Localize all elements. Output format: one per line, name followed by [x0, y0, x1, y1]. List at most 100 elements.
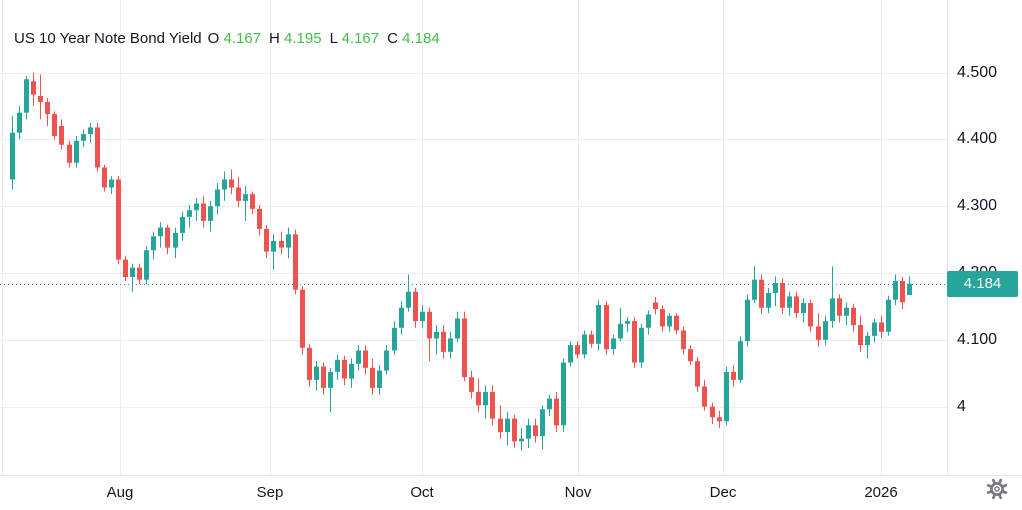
- candle-down[interactable]: [759, 279, 764, 308]
- candle-down[interactable]: [300, 289, 305, 348]
- candle-down[interactable]: [498, 418, 503, 432]
- candle-up[interactable]: [271, 240, 276, 252]
- candle-down[interactable]: [660, 309, 665, 327]
- chart-legend[interactable]: US 10 Year Note Bond Yield O 4.167 H 4.195…: [14, 30, 448, 47]
- candle-down[interactable]: [250, 194, 255, 209]
- candle-up[interactable]: [314, 366, 319, 380]
- settings-gear-icon[interactable]: [986, 478, 1008, 500]
- candle-up[interactable]: [618, 323, 623, 339]
- candle-up[interactable]: [328, 371, 333, 388]
- candle-down[interactable]: [59, 126, 64, 145]
- candle-down[interactable]: [731, 371, 736, 380]
- candle-up[interactable]: [893, 281, 898, 300]
- candle-down[interactable]: [900, 281, 905, 303]
- candle-down[interactable]: [851, 307, 856, 326]
- candle-up[interactable]: [745, 299, 750, 342]
- candle-up[interactable]: [646, 314, 651, 328]
- candle-up[interactable]: [180, 216, 185, 233]
- candle-up[interactable]: [787, 296, 792, 308]
- candle-down[interactable]: [879, 322, 884, 332]
- candle-down[interactable]: [52, 114, 57, 137]
- candle-down[interactable]: [794, 296, 799, 314]
- symbol-title[interactable]: US 10 Year Note Bond Yield: [14, 30, 202, 47]
- candle-down[interactable]: [201, 203, 206, 221]
- candle-down[interactable]: [165, 227, 170, 248]
- candle-up[interactable]: [625, 321, 630, 324]
- candle-up[interactable]: [392, 327, 397, 351]
- candle-up[interactable]: [830, 298, 835, 322]
- candle-up[interactable]: [596, 305, 601, 344]
- candle-up[interactable]: [158, 227, 163, 237]
- candle-up[interactable]: [399, 307, 404, 328]
- candle-up[interactable]: [872, 322, 877, 336]
- candle-up[interactable]: [766, 293, 771, 308]
- candle-down[interactable]: [67, 144, 72, 163]
- candle-down[interactable]: [264, 228, 269, 252]
- candle-down[interactable]: [512, 418, 517, 442]
- candle-down[interactable]: [604, 305, 609, 350]
- candle-down[interactable]: [427, 311, 432, 339]
- candle-up[interactable]: [377, 370, 382, 388]
- candle-up[interactable]: [215, 189, 220, 207]
- candle-up[interactable]: [561, 362, 566, 426]
- candle-up[interactable]: [194, 203, 199, 211]
- candle-down[interactable]: [554, 398, 559, 426]
- candle-down[interactable]: [342, 359, 347, 379]
- candle-up[interactable]: [406, 291, 411, 308]
- candle-up[interactable]: [582, 334, 587, 355]
- candle-down[interactable]: [45, 101, 50, 115]
- candle-up[interactable]: [483, 391, 488, 406]
- candle-down[interactable]: [688, 349, 693, 362]
- candle-up[interactable]: [519, 438, 524, 442]
- candle-down[interactable]: [293, 234, 298, 290]
- candle-down[interactable]: [95, 127, 100, 168]
- candle-up[interactable]: [526, 425, 531, 439]
- candle-down[interactable]: [695, 361, 700, 387]
- candle-up[interactable]: [109, 179, 114, 188]
- candle-up[interactable]: [10, 132, 15, 180]
- candle-up[interactable]: [667, 315, 672, 327]
- candle-down[interactable]: [370, 367, 375, 388]
- candle-down[interactable]: [837, 298, 842, 316]
- candle-up[interactable]: [208, 206, 213, 221]
- candle-down[interactable]: [808, 303, 813, 327]
- candle-down[interactable]: [123, 259, 128, 278]
- candle-down[interactable]: [102, 167, 107, 188]
- candle-down[interactable]: [858, 325, 863, 346]
- candle-up[interactable]: [144, 250, 149, 280]
- candle-down[interactable]: [816, 326, 821, 340]
- candle-up[interactable]: [173, 232, 178, 248]
- candle-up[interactable]: [349, 363, 354, 379]
- candle-down[interactable]: [681, 330, 686, 350]
- candle-up[interactable]: [773, 283, 778, 294]
- candle-down[interactable]: [321, 366, 326, 388]
- candle-down[interactable]: [653, 302, 658, 310]
- candle-up[interactable]: [88, 127, 93, 135]
- candle-down[interactable]: [257, 208, 262, 229]
- candle-up[interactable]: [801, 303, 806, 314]
- candle-down[interactable]: [589, 334, 594, 344]
- candle-up[interactable]: [151, 236, 156, 251]
- candle-up[interactable]: [505, 418, 510, 432]
- candle-down[interactable]: [441, 331, 446, 352]
- candle-up[interactable]: [724, 371, 729, 422]
- candle-up[interactable]: [356, 350, 361, 364]
- candle-up[interactable]: [17, 112, 22, 133]
- candle-up[interactable]: [823, 321, 828, 340]
- candle-down[interactable]: [229, 179, 234, 188]
- candle-up[interactable]: [384, 350, 389, 371]
- candle-up[interactable]: [886, 299, 891, 332]
- candle-down[interactable]: [490, 391, 495, 419]
- candle-up[interactable]: [455, 318, 460, 339]
- candle-up[interactable]: [448, 338, 453, 352]
- candle-up[interactable]: [286, 234, 291, 248]
- candle-up[interactable]: [74, 140, 79, 163]
- candle-down[interactable]: [674, 315, 679, 331]
- candle-up[interactable]: [907, 283, 912, 296]
- candle-down[interactable]: [469, 377, 474, 392]
- candle-up[interactable]: [639, 327, 644, 363]
- candle-down[interactable]: [116, 179, 121, 260]
- candle-down[interactable]: [307, 347, 312, 380]
- candle-down[interactable]: [363, 350, 368, 368]
